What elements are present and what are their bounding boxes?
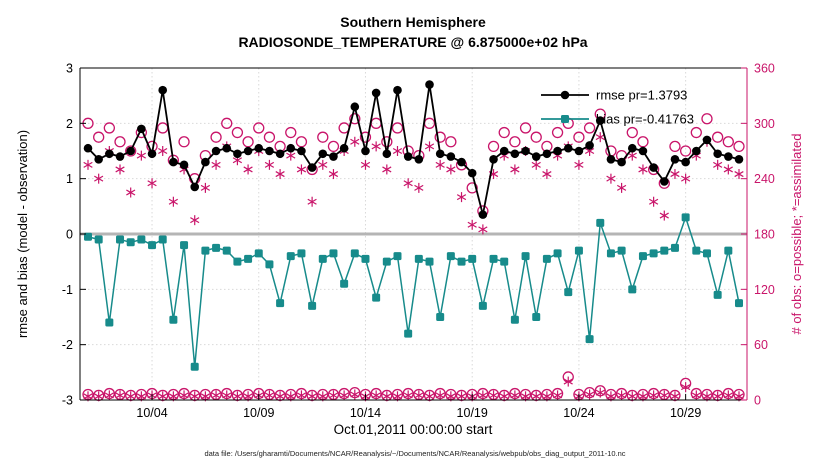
- right-tick-label: 180: [754, 228, 775, 242]
- x-tick-label: 10/14: [350, 406, 381, 420]
- right-tick-label: 300: [754, 117, 775, 131]
- left-tick-label: 0: [66, 228, 73, 242]
- x-axis-label: Oct.01,2011 00:00:00 start: [334, 422, 493, 437]
- x-tick-label: 10/19: [457, 406, 488, 420]
- x-tick-label: 10/04: [136, 406, 167, 420]
- chart-title-line2: RADIOSONDE_TEMPERATURE @ 6.875000e+02 hP…: [238, 34, 587, 50]
- legend-label-0: rmse pr=1.3793: [596, 88, 687, 103]
- left-tick-label: -1: [62, 283, 73, 297]
- left-axis-label: rmse and bias (model - observation): [15, 130, 30, 338]
- footer-datafile: data file: /Users/gharamti/Documents/NCA…: [204, 449, 625, 458]
- plot-series: [82, 80, 745, 402]
- right-tick-label: 120: [754, 283, 775, 297]
- left-tick-label: -2: [62, 338, 73, 352]
- right-tick-label: 360: [754, 62, 775, 76]
- chart-title-line1: Southern Hemisphere: [340, 14, 486, 30]
- left-tick-label: 1: [66, 172, 73, 186]
- x-tick-label: 10/29: [670, 406, 701, 420]
- x-tick-label: 10/24: [563, 406, 594, 420]
- series-bias: [84, 213, 743, 371]
- right-axis-label: # of obs: o=possible; *=assimilated: [789, 134, 804, 335]
- left-tick-label: 3: [66, 62, 73, 76]
- left-tick-label: 2: [66, 117, 73, 131]
- legend: rmse pr=1.3793 bias pr=-0.41763: [541, 88, 694, 127]
- right-tick-label: 0: [754, 394, 761, 408]
- series-rmse: [83, 80, 744, 219]
- left-tick-label: -3: [62, 394, 73, 408]
- right-tick-label: 240: [754, 172, 775, 186]
- x-tick-label: 10/09: [243, 406, 274, 420]
- right-tick-label: 60: [754, 338, 768, 352]
- axes: -3 -2 -1 0 1 2 3 0 60 120 180 240 300 360 10/04 10/09 10…: [62, 62, 775, 421]
- legend-label-1: bias pr=-0.41763: [596, 112, 694, 127]
